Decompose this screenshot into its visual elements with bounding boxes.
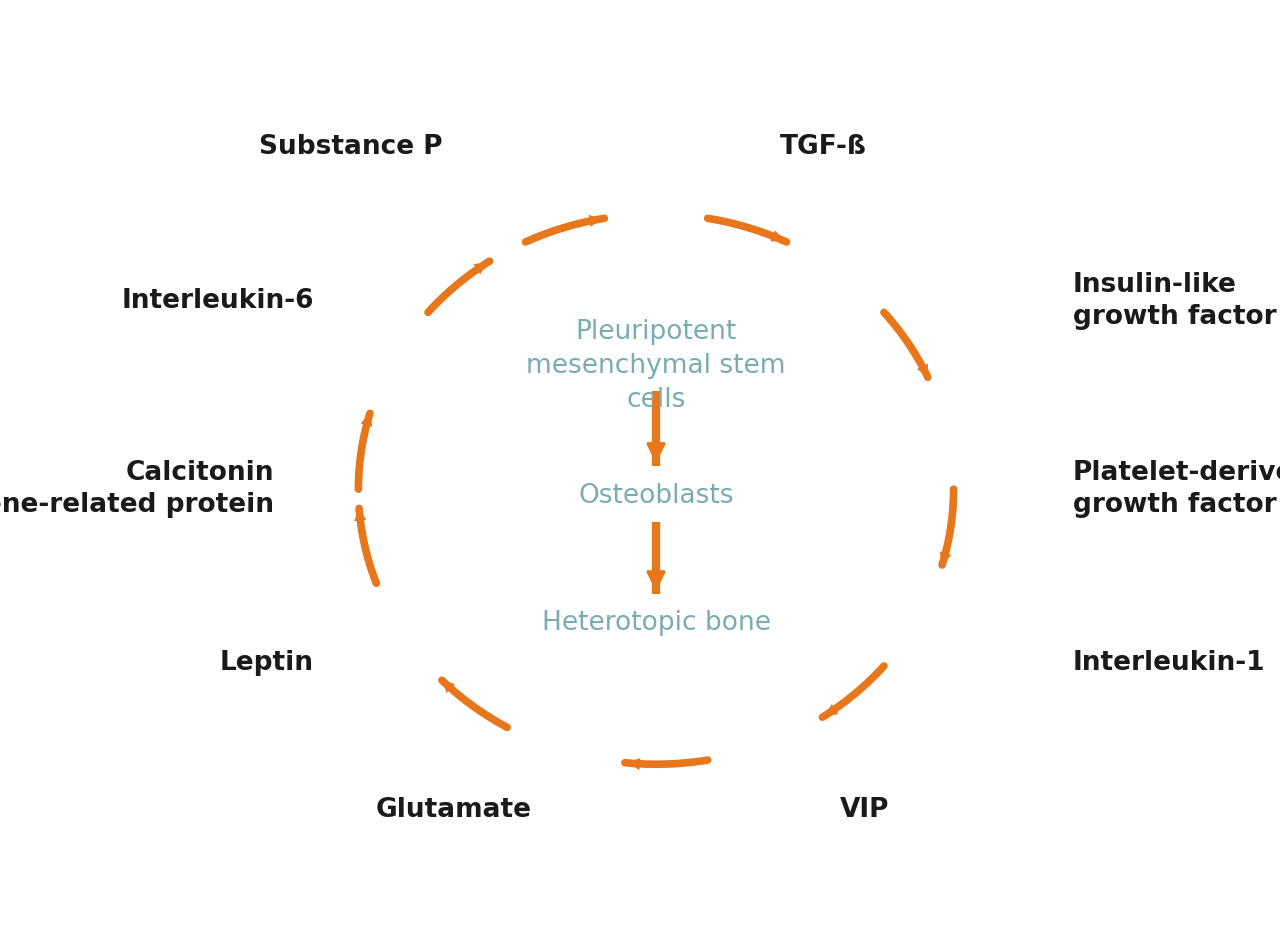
Text: Interleukin-1: Interleukin-1 — [1073, 650, 1265, 676]
Text: Osteoblasts: Osteoblasts — [579, 483, 733, 509]
Text: Insulin-like
growth factor II: Insulin-like growth factor II — [1073, 272, 1280, 330]
Text: TGF-ß: TGF-ß — [780, 133, 867, 160]
Text: Calcitonin
gene-related protein: Calcitonin gene-related protein — [0, 461, 274, 518]
Text: Substance P: Substance P — [259, 133, 443, 160]
Text: VIP: VIP — [840, 797, 890, 822]
Text: Interleukin-6: Interleukin-6 — [122, 288, 314, 314]
Text: Leptin: Leptin — [220, 650, 314, 676]
Text: Pleuripotent
mesenchymal stem
cells: Pleuripotent mesenchymal stem cells — [526, 319, 786, 413]
Text: Glutamate: Glutamate — [376, 797, 532, 822]
Text: Platelet-derived
growth factor: Platelet-derived growth factor — [1073, 461, 1280, 518]
Text: Heterotopic bone: Heterotopic bone — [541, 610, 771, 636]
